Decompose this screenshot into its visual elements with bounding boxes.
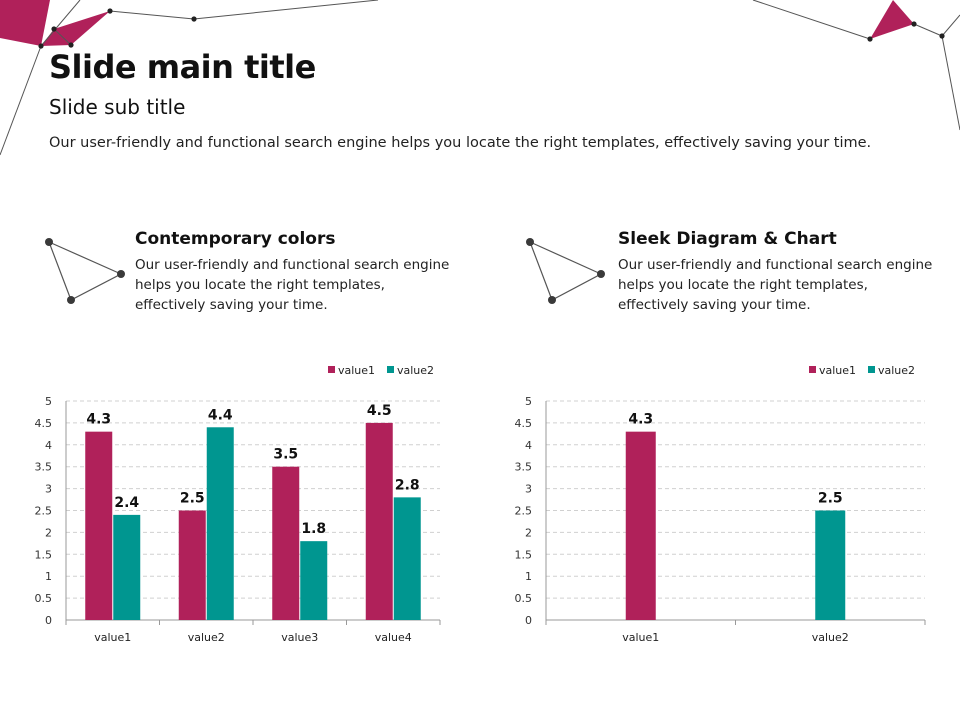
decor-shape-3 bbox=[870, 0, 914, 39]
feature-title: Contemporary colors bbox=[135, 229, 336, 249]
y-tick-label: 0 bbox=[45, 614, 52, 627]
triangle-node bbox=[548, 296, 556, 304]
x-tick-label: value4 bbox=[375, 631, 412, 644]
triangle-node bbox=[117, 270, 125, 278]
legend-label: value2 bbox=[878, 364, 915, 377]
x-tick-label: value1 bbox=[622, 631, 659, 644]
x-tick-label: value3 bbox=[281, 631, 318, 644]
decor-node bbox=[68, 42, 74, 48]
legend-label: value1 bbox=[819, 364, 856, 377]
bar-value1-value4 bbox=[365, 422, 393, 620]
top-left-network-icon bbox=[0, 0, 379, 156]
decor-line bbox=[941, 35, 960, 131]
triangle-outline bbox=[47, 240, 123, 301]
y-tick-label: 0.5 bbox=[515, 592, 533, 605]
legend-swatch-value1 bbox=[328, 366, 335, 373]
legend-swatch-value2 bbox=[387, 366, 394, 373]
triangle-network-icon bbox=[45, 238, 125, 304]
data-label: 4.3 bbox=[628, 412, 653, 428]
bar-value1-value2 bbox=[178, 510, 206, 620]
decor-node bbox=[939, 33, 945, 39]
y-tick-label: 4 bbox=[525, 439, 532, 452]
y-tick-label: 0 bbox=[525, 614, 532, 627]
y-tick-label: 1 bbox=[525, 570, 532, 583]
decor-node bbox=[38, 43, 44, 49]
decor-node bbox=[911, 21, 917, 27]
bar-value2-value1 bbox=[113, 514, 141, 620]
decor-node bbox=[51, 26, 57, 32]
y-tick-label: 4.5 bbox=[35, 417, 53, 430]
y-tick-label: 4 bbox=[45, 439, 52, 452]
y-tick-label: 3 bbox=[45, 483, 52, 496]
triangle-node bbox=[45, 238, 53, 246]
decor-node bbox=[191, 16, 197, 22]
bar-value2-value3 bbox=[300, 541, 328, 620]
triangle-node bbox=[67, 296, 75, 304]
data-label: 2.5 bbox=[818, 491, 843, 507]
y-tick-label: 5 bbox=[45, 395, 52, 408]
decor-node bbox=[107, 8, 113, 14]
triangle-node bbox=[526, 238, 534, 246]
data-label: 2.8 bbox=[395, 477, 420, 493]
data-label: 1.8 bbox=[301, 521, 326, 537]
y-tick-label: 3.5 bbox=[35, 461, 53, 474]
feature-body: Our user-friendly and functional search … bbox=[618, 257, 933, 313]
top-right-network-icon bbox=[752, 0, 960, 131]
data-label: 2.5 bbox=[180, 491, 205, 507]
decor-line bbox=[752, 0, 871, 40]
slide-description: Our user-friendly and functional search … bbox=[49, 135, 872, 151]
y-tick-label: 2 bbox=[525, 526, 532, 539]
y-tick-label: 1 bbox=[45, 570, 52, 583]
y-tick-label: 3.5 bbox=[515, 461, 533, 474]
decor-shape-1 bbox=[0, 0, 50, 46]
y-tick-label: 3 bbox=[525, 483, 532, 496]
triangle-network-icon bbox=[526, 238, 605, 304]
y-tick-label: 2.5 bbox=[515, 505, 533, 518]
decor-line bbox=[913, 23, 943, 37]
bar-chart-left: 0 0.5 1 1.5 2 2.5 3 3.5 4 4.5 5 value1 value2 value3 v… bbox=[35, 364, 441, 644]
bar-chart-right: 0 0.5 1 1.5 2 2.5 3 3.5 4 4.5 5 value1 value2 4.3 2.5 v… bbox=[515, 364, 926, 644]
legend-swatch-value1 bbox=[809, 366, 816, 373]
bar-value1-value1 bbox=[85, 431, 113, 620]
decor-line bbox=[109, 10, 195, 20]
decor-line bbox=[40, 0, 81, 47]
legend-label: value1 bbox=[338, 364, 375, 377]
slide-subtitle: Slide sub title bbox=[49, 95, 186, 119]
y-tick-label: 1.5 bbox=[515, 548, 533, 561]
y-tick-label: 4.5 bbox=[515, 417, 533, 430]
data-label: 4.4 bbox=[208, 407, 233, 423]
x-tick-label: value1 bbox=[94, 631, 131, 644]
feature-body: Our user-friendly and functional search … bbox=[135, 257, 450, 313]
x-tick-label: value2 bbox=[812, 631, 849, 644]
decor-node bbox=[867, 36, 873, 42]
data-label: 2.4 bbox=[114, 495, 139, 511]
slide-title: Slide main title bbox=[49, 48, 316, 86]
bar-value1-value3 bbox=[272, 466, 300, 620]
decor-line bbox=[941, 14, 960, 37]
y-tick-label: 2 bbox=[45, 526, 52, 539]
feature-title: Sleek Diagram & Chart bbox=[618, 229, 837, 249]
data-label: 4.5 bbox=[367, 403, 392, 419]
legend-swatch-value2 bbox=[868, 366, 875, 373]
x-tick-label: value2 bbox=[188, 631, 225, 644]
decor-shape-2 bbox=[41, 11, 110, 46]
data-label: 4.3 bbox=[86, 412, 111, 428]
y-tick-label: 0.5 bbox=[35, 592, 53, 605]
decor-line bbox=[193, 0, 379, 20]
data-label: 3.5 bbox=[273, 447, 298, 463]
decor-line bbox=[0, 45, 42, 156]
triangle-outline bbox=[528, 240, 603, 301]
y-tick-label: 1.5 bbox=[35, 548, 53, 561]
bar-value2-value2 bbox=[815, 510, 846, 620]
legend-label: value2 bbox=[397, 364, 434, 377]
decor-line bbox=[53, 28, 72, 46]
y-tick-label: 5 bbox=[525, 395, 532, 408]
bar-value1-value1 bbox=[625, 431, 656, 620]
triangle-node bbox=[597, 270, 605, 278]
bar-value2-value4 bbox=[393, 497, 421, 620]
y-tick-label: 2.5 bbox=[35, 505, 53, 518]
bar-value2-value2 bbox=[206, 427, 234, 620]
